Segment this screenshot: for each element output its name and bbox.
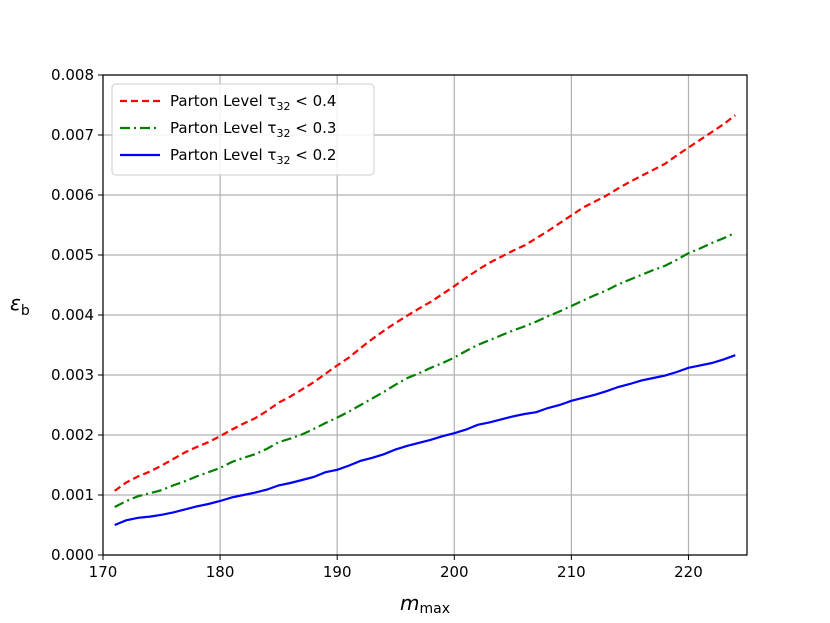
x-tick-label: 190 <box>323 563 352 581</box>
y-axis-label-main: ε <box>10 291 21 315</box>
x-tick-label: 210 <box>557 563 586 581</box>
x-axis-label: mmax <box>400 591 450 617</box>
legend-entry-2: Parton Level τ32 < 0.3 <box>170 119 336 140</box>
axis-ticks: 170 180 190 200 210 220 0.000 0.001 0.002 0.003 0.… <box>51 66 703 581</box>
x-tick-label: 170 <box>89 563 118 581</box>
x-tick-label: 180 <box>206 563 235 581</box>
y-tick-label: 0.001 <box>51 486 94 504</box>
legend-entry-3: Parton Level τ32 < 0.2 <box>170 146 336 167</box>
y-tick-label: 0.005 <box>51 246 94 264</box>
legend-entry-subscript: 32 <box>276 154 290 167</box>
series-line-1 <box>114 114 736 492</box>
series-lines <box>114 114 736 527</box>
series-line-2 <box>114 231 736 508</box>
x-tick-label: 220 <box>674 563 703 581</box>
y-axis-label-sub: b <box>21 303 30 319</box>
legend-entry-text: Parton Level τ <box>170 119 276 137</box>
grid-lines <box>102 74 747 556</box>
legend-entry-text: Parton Level τ <box>170 146 276 164</box>
y-tick-label: 0.003 <box>51 366 94 384</box>
x-tick-label: 200 <box>440 563 469 581</box>
legend-entry-threshold: < 0.4 <box>290 92 336 110</box>
legend-entry-text: Parton Level τ <box>170 92 276 110</box>
y-axis-label: εb <box>10 291 30 319</box>
y-tick-label: 0.002 <box>51 426 94 444</box>
legend-entry-threshold: < 0.3 <box>290 119 336 137</box>
y-tick-label: 0.006 <box>51 186 94 204</box>
series-line-3 <box>114 354 736 527</box>
x-axis-label-main: m <box>400 591 419 615</box>
y-tick-label: 0.007 <box>51 126 94 144</box>
y-tick-label: 0.000 <box>51 546 94 564</box>
x-axis-label-sub: max <box>419 601 450 617</box>
legend-entry-subscript: 32 <box>276 127 290 140</box>
legend-entry-1: Parton Level τ32 < 0.4 <box>170 92 336 113</box>
legend-box <box>111 83 375 176</box>
legend-entry-threshold: < 0.2 <box>290 146 336 164</box>
legend-entry-subscript: 32 <box>276 100 290 113</box>
y-tick-label: 0.004 <box>51 306 94 324</box>
y-tick-label: 0.008 <box>51 66 94 84</box>
